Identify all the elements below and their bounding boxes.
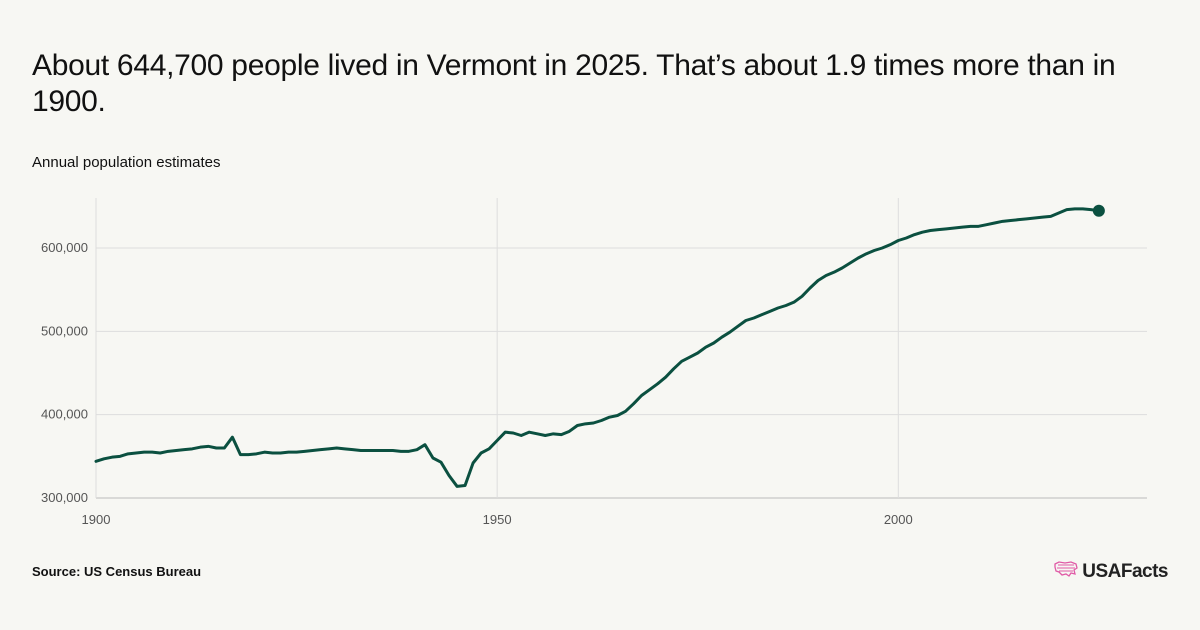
grid-lines: [95, 198, 1147, 499]
x-axis-labels: 1900 1950 2000: [82, 512, 913, 527]
y-tick-label: 600,000: [41, 240, 88, 255]
series-group: [94, 204, 1105, 488]
y-tick-label: 500,000: [41, 323, 88, 338]
x-tick-label: 1900: [82, 512, 111, 527]
us-map-logo-icon: [1054, 560, 1078, 583]
brand-name: USAFacts: [1082, 560, 1168, 582]
y-tick-label: 300,000: [41, 490, 88, 505]
x-tick-label: 1950: [483, 512, 512, 527]
source-note: Source: US Census Bureau: [32, 564, 202, 579]
x-tick-label: 2000: [884, 512, 913, 527]
y-axis-labels: 300,000 400,000 500,000 600,000: [41, 240, 88, 505]
chart-subtitle: Annual population estimates: [32, 154, 221, 171]
y-tick-label: 400,000: [41, 407, 88, 422]
population-series-line: [94, 207, 1101, 488]
endpoint-marker: [1092, 204, 1105, 217]
brand-logo[interactable]: USAFacts: [1054, 560, 1168, 583]
page-title: About 644,700 people lived in Vermont in…: [32, 49, 1116, 118]
